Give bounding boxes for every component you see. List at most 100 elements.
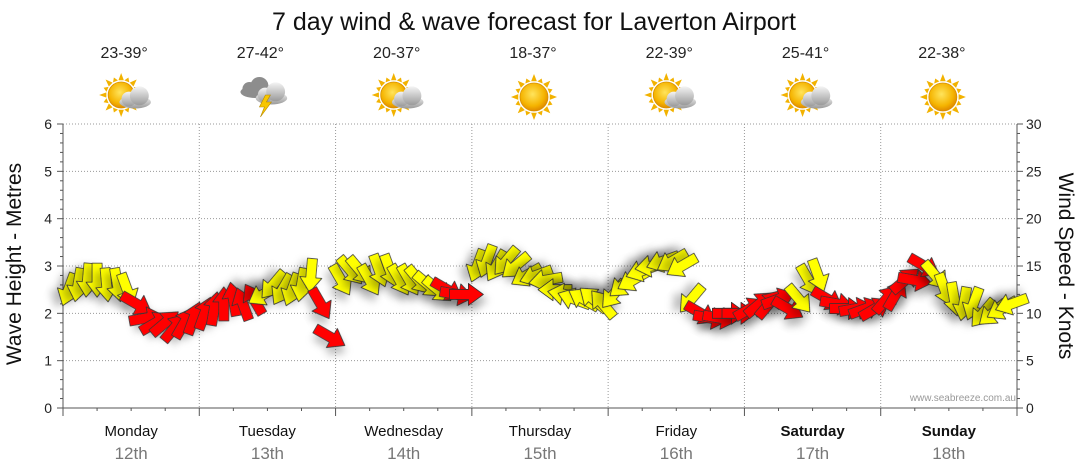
- day-date: 17th: [796, 444, 829, 463]
- sun-ray: [663, 109, 669, 117]
- sun-ray: [99, 92, 107, 98]
- sun-ray: [515, 88, 521, 94]
- day-temperature: 23-39°: [100, 45, 147, 62]
- left-tick-label: 2: [44, 305, 52, 321]
- day-name: Wednesday: [364, 423, 443, 440]
- sun-ray: [648, 86, 654, 92]
- cloud-puff: [129, 86, 149, 106]
- left-tick-label: 3: [44, 258, 52, 274]
- sun-ray: [103, 86, 109, 92]
- day-temperature: 18-37°: [509, 45, 556, 62]
- sun-ray: [794, 77, 800, 83]
- sun-ray: [531, 112, 537, 120]
- sun-ray: [939, 112, 946, 120]
- sun-ray: [118, 73, 124, 81]
- sun-ray: [799, 109, 806, 117]
- sun-ray: [511, 94, 519, 100]
- day-date: 18th: [932, 444, 965, 463]
- right-tick-label: 25: [1026, 163, 1042, 179]
- partly-cloudy-icon: [644, 73, 697, 117]
- sun-ray: [402, 79, 410, 87]
- day-name: Tuesday: [239, 423, 296, 440]
- sun-ray: [926, 80, 934, 88]
- sun-ray: [391, 73, 397, 81]
- chart-title: 7 day wind & wave forecast for Laverton …: [272, 8, 796, 36]
- day-temperature: 22-38°: [918, 45, 965, 62]
- left-tick-label: 6: [44, 116, 52, 132]
- right-y-axis-ticks: 0 5 10 15 20 25 30: [1026, 116, 1042, 416]
- wind-arrow: [299, 257, 323, 293]
- sun-ray: [547, 100, 553, 106]
- sun-ray: [525, 110, 531, 116]
- left-tick-label: 0: [44, 400, 52, 416]
- sun-ray: [669, 77, 675, 83]
- right-tick-label: 15: [1026, 258, 1042, 274]
- sun-ray: [785, 86, 790, 92]
- sun-ray: [547, 88, 553, 94]
- day-temperature: 25-41°: [782, 45, 829, 62]
- sun-ray: [103, 98, 109, 104]
- right-tick-label: 0: [1026, 400, 1034, 416]
- sun-ray: [919, 94, 928, 100]
- left-axis-label: Wave Height - Metres: [3, 163, 26, 365]
- sun-ray: [946, 78, 952, 84]
- sun-ray: [378, 103, 386, 111]
- left-y-axis-ticks: 0 1 2 3 4 5 6: [44, 116, 52, 416]
- partly-cloudy-icon: [780, 73, 833, 117]
- sun-ray: [658, 77, 664, 83]
- sun-ray: [650, 103, 658, 111]
- sun-ray: [951, 106, 960, 114]
- sun-ray: [956, 100, 962, 106]
- day-temperature: 22-39°: [646, 45, 693, 62]
- sun-ray: [924, 88, 930, 94]
- lightning-bolt: [258, 94, 273, 118]
- sun-ray: [648, 98, 654, 104]
- sun-ray: [956, 88, 962, 94]
- left-tick-label: 4: [44, 211, 52, 227]
- sun-ray: [543, 80, 551, 88]
- day-name: Sunday: [922, 423, 977, 440]
- cloud-puff: [266, 82, 286, 102]
- wind-arrow: [995, 292, 1030, 316]
- day-date: 15th: [523, 444, 556, 463]
- sun-ray: [385, 77, 391, 83]
- sunny-icon: [919, 74, 966, 120]
- sun-ray: [780, 92, 788, 98]
- sun-rays: [919, 74, 966, 120]
- sun-ray: [515, 100, 521, 106]
- wind-arrow: [307, 286, 332, 320]
- sun-ray: [924, 100, 930, 106]
- day-date: 13th: [251, 444, 284, 463]
- sun-ray: [939, 74, 946, 82]
- sun-ray: [124, 77, 130, 83]
- sun-ray: [371, 92, 379, 98]
- day-date: 12th: [115, 444, 148, 463]
- sun-ray: [118, 109, 124, 117]
- sun-ray: [537, 78, 543, 84]
- sun-ray: [531, 74, 537, 82]
- day-temperature: 27-42°: [237, 45, 284, 62]
- sun-ray: [378, 79, 386, 87]
- sun-ray: [669, 107, 675, 113]
- sun-ray: [105, 79, 113, 87]
- sun-ray: [674, 79, 682, 87]
- day-name: Monday: [104, 423, 158, 440]
- sun-ray: [105, 103, 113, 111]
- sun-ray: [934, 78, 940, 84]
- sun-disc: [519, 82, 549, 112]
- sun-ray: [811, 79, 819, 87]
- day-temperature: 20-37°: [373, 45, 420, 62]
- cloud-puff: [402, 86, 422, 106]
- sun-ray: [650, 79, 658, 87]
- sun-ray: [934, 110, 940, 116]
- thunderstorm-icon: [240, 77, 288, 118]
- sun-ray: [951, 80, 960, 88]
- sun-ray: [799, 73, 806, 81]
- day-name: Saturday: [780, 423, 845, 440]
- axes: [57, 123, 1023, 416]
- wind-arrow: [783, 282, 811, 313]
- sun-ray: [517, 106, 525, 114]
- sun-ray: [543, 106, 551, 114]
- sun-ray: [385, 107, 391, 113]
